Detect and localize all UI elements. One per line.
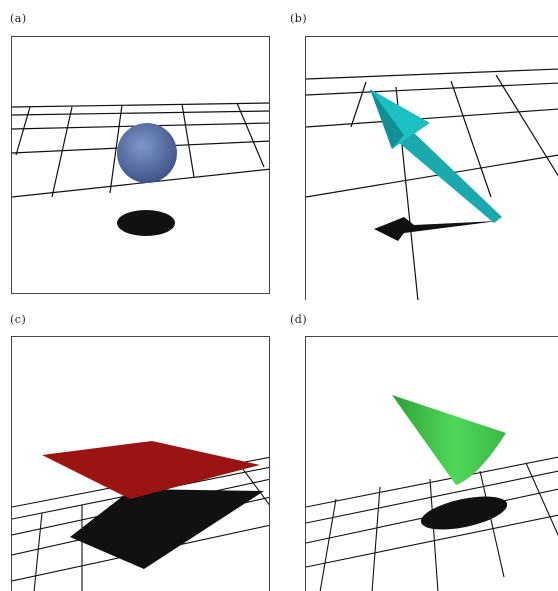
ground-grid bbox=[306, 68, 558, 300]
panel-label-d: (d) bbox=[290, 313, 308, 326]
panel-c-plane bbox=[11, 336, 270, 591]
panel-label-b: (b) bbox=[290, 12, 308, 25]
plane-shadow bbox=[70, 489, 264, 569]
panel-d-scene bbox=[306, 395, 558, 591]
arrow-head bbox=[370, 89, 430, 149]
panel-d-cone bbox=[305, 336, 558, 591]
sphere bbox=[117, 123, 177, 183]
arrow-shaft bbox=[392, 129, 502, 223]
shadow-ellipse bbox=[117, 210, 175, 236]
green-cone bbox=[392, 395, 506, 485]
panel-a-sphere bbox=[11, 36, 270, 294]
panel-label-c: (c) bbox=[10, 313, 27, 326]
red-plane bbox=[42, 441, 260, 499]
cone-shadow bbox=[420, 496, 508, 530]
panel-c-scene bbox=[12, 441, 269, 591]
panel-label-a: (a) bbox=[10, 12, 27, 25]
arrow-head-shade bbox=[370, 89, 404, 149]
panel-b-scene bbox=[306, 68, 558, 300]
panel-b-arrow bbox=[305, 36, 558, 300]
panel-a-scene bbox=[12, 102, 269, 236]
arrow-shadow bbox=[374, 217, 498, 241]
